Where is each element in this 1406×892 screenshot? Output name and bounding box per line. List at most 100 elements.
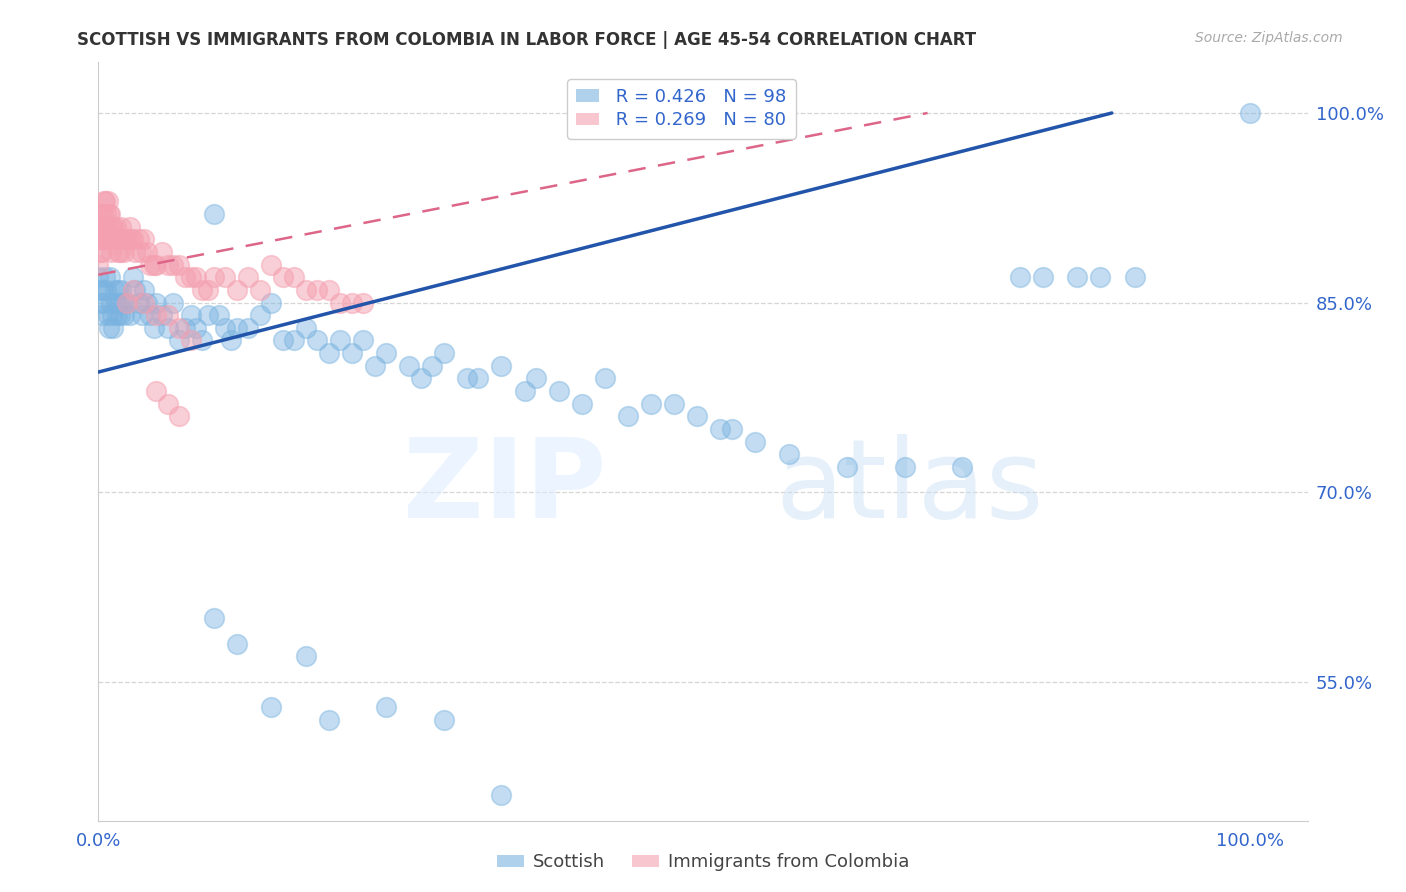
Point xyxy=(1123,270,1146,285)
Point xyxy=(340,346,363,360)
Point xyxy=(271,270,294,285)
Point xyxy=(375,699,398,714)
Point xyxy=(135,295,157,310)
Point xyxy=(352,334,374,348)
Point xyxy=(111,295,134,310)
Point xyxy=(283,270,305,285)
Point xyxy=(398,359,420,373)
Point xyxy=(145,384,167,398)
Point xyxy=(1008,270,1031,285)
Point xyxy=(112,244,135,259)
Point xyxy=(96,283,118,297)
Point xyxy=(118,308,141,322)
Point xyxy=(103,219,125,234)
Point xyxy=(167,409,190,424)
Point xyxy=(142,321,165,335)
Point xyxy=(139,308,162,322)
Point xyxy=(118,219,141,234)
Point xyxy=(94,219,117,234)
Point xyxy=(329,295,352,310)
Text: ZIP: ZIP xyxy=(404,434,606,541)
Point xyxy=(124,244,146,259)
Point xyxy=(352,295,374,310)
Point xyxy=(89,244,111,259)
Point xyxy=(709,422,731,436)
Point xyxy=(103,232,125,246)
Point xyxy=(145,258,167,272)
Point xyxy=(307,334,329,348)
Point xyxy=(110,283,132,297)
Point xyxy=(105,232,128,246)
Point xyxy=(491,789,513,803)
Point xyxy=(950,459,973,474)
Point xyxy=(307,283,329,297)
Point xyxy=(135,244,157,259)
Point xyxy=(167,258,190,272)
Point xyxy=(122,232,145,246)
Point xyxy=(124,283,146,297)
Point xyxy=(318,713,340,727)
Point xyxy=(225,283,247,297)
Point xyxy=(191,283,214,297)
Point xyxy=(318,346,340,360)
Point xyxy=(108,232,131,246)
Point xyxy=(90,308,112,322)
Point xyxy=(364,359,387,373)
Point xyxy=(180,334,202,348)
Point xyxy=(97,321,120,335)
Point xyxy=(1066,270,1088,285)
Point xyxy=(150,308,173,322)
Point xyxy=(260,258,283,272)
Point xyxy=(139,258,162,272)
Point xyxy=(191,334,214,348)
Point xyxy=(1090,270,1112,285)
Point xyxy=(97,194,120,209)
Point xyxy=(90,207,112,221)
Point xyxy=(167,321,190,335)
Legend:  R = 0.426   N = 98,  R = 0.269   N = 80: R = 0.426 N = 98, R = 0.269 N = 80 xyxy=(567,79,796,138)
Point xyxy=(97,219,120,234)
Text: SCOTTISH VS IMMIGRANTS FROM COLOMBIA IN LABOR FORCE | AGE 45-54 CORRELATION CHAR: SCOTTISH VS IMMIGRANTS FROM COLOMBIA IN … xyxy=(77,31,976,49)
Point xyxy=(156,396,179,410)
Point xyxy=(167,334,190,348)
Point xyxy=(778,447,800,461)
Point xyxy=(94,194,117,209)
Point xyxy=(90,219,112,234)
Point xyxy=(225,637,247,651)
Point xyxy=(208,308,231,322)
Point xyxy=(107,283,129,297)
Point xyxy=(91,283,114,297)
Point xyxy=(94,270,117,285)
Point xyxy=(225,321,247,335)
Point xyxy=(89,219,111,234)
Point xyxy=(249,308,271,322)
Point xyxy=(97,207,120,221)
Point xyxy=(104,219,127,234)
Point xyxy=(115,232,138,246)
Point xyxy=(664,396,686,410)
Point xyxy=(97,232,120,246)
Point xyxy=(89,283,111,297)
Point xyxy=(100,244,122,259)
Point xyxy=(122,283,145,297)
Point xyxy=(686,409,709,424)
Point xyxy=(107,244,129,259)
Point xyxy=(142,258,165,272)
Point xyxy=(134,283,156,297)
Point xyxy=(202,207,225,221)
Point xyxy=(134,232,156,246)
Point xyxy=(93,219,115,234)
Point xyxy=(128,232,150,246)
Point xyxy=(120,232,142,246)
Point xyxy=(98,232,121,246)
Point xyxy=(90,295,112,310)
Point xyxy=(340,295,363,310)
Point xyxy=(115,295,138,310)
Point xyxy=(467,371,489,385)
Point xyxy=(236,270,259,285)
Point xyxy=(513,384,536,398)
Point xyxy=(115,295,138,310)
Point xyxy=(101,232,124,246)
Point xyxy=(640,396,662,410)
Point xyxy=(294,283,316,297)
